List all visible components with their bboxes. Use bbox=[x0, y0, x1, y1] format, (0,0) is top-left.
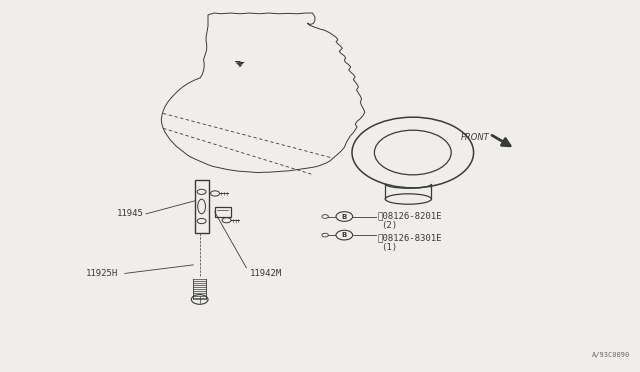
Text: A/93C0090: A/93C0090 bbox=[592, 352, 630, 358]
Bar bbox=[195, 180, 209, 232]
Text: FRONT: FRONT bbox=[461, 133, 490, 142]
Text: B: B bbox=[342, 232, 347, 238]
Text: Ⓑ08126-8201E: Ⓑ08126-8201E bbox=[378, 211, 442, 220]
Text: (2): (2) bbox=[381, 221, 397, 230]
Text: B: B bbox=[342, 214, 347, 219]
Text: 11942M: 11942M bbox=[250, 269, 282, 278]
Text: 11945: 11945 bbox=[117, 209, 144, 218]
Text: Ⓑ08126-8301E: Ⓑ08126-8301E bbox=[378, 234, 442, 243]
Text: 11925H: 11925H bbox=[86, 269, 118, 278]
Bar bbox=[214, 207, 230, 217]
Text: (1): (1) bbox=[381, 243, 397, 252]
